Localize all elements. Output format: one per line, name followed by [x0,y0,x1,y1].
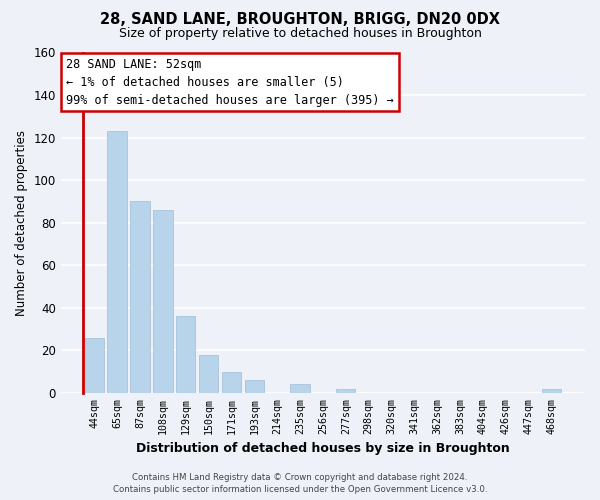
Text: Contains HM Land Registry data © Crown copyright and database right 2024.
Contai: Contains HM Land Registry data © Crown c… [113,472,487,494]
Bar [290,384,310,393]
Text: 28 SAND LANE: 52sqm
← 1% of detached houses are smaller (5)
99% of semi-detached: 28 SAND LANE: 52sqm ← 1% of detached hou… [66,58,394,106]
Bar [542,388,561,393]
Text: 28, SAND LANE, BROUGHTON, BRIGG, DN20 0DX: 28, SAND LANE, BROUGHTON, BRIGG, DN20 0D… [100,12,500,28]
Bar [107,131,127,393]
Y-axis label: Number of detached properties: Number of detached properties [15,130,28,316]
X-axis label: Distribution of detached houses by size in Broughton: Distribution of detached houses by size … [136,442,510,455]
Bar [153,210,173,393]
Text: Size of property relative to detached houses in Broughton: Size of property relative to detached ho… [119,28,481,40]
Bar [130,202,150,393]
Bar [199,354,218,393]
Bar [336,388,355,393]
Bar [222,372,241,393]
Bar [85,338,104,393]
Bar [176,316,196,393]
Bar [245,380,264,393]
